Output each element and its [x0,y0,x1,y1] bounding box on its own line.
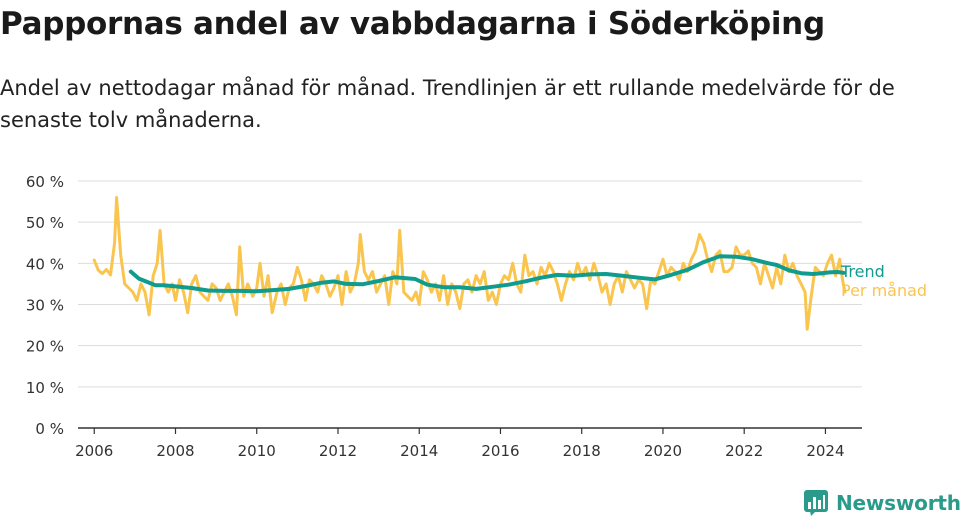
newsworthy-logo: Newsworthy [804,488,960,518]
y-tick-label: 40 % [26,255,64,273]
x-tick-label: 2012 [319,442,357,460]
bar-chart-icon [804,490,828,516]
x-tick-label: 2016 [481,442,519,460]
y-tick-label: 0 % [35,420,64,438]
x-tick-label: 2006 [75,442,113,460]
chart-title: Pappornas andel av vabbdagarna i Söderkö… [0,6,825,42]
line-chart: 0 % 10 % 20 % 30 % 40 % 50 % 60 % 2006 2008 2010 2… [26,173,927,460]
brand-name: Newsworthy [836,491,960,515]
y-tick-label: 30 % [26,297,64,315]
y-tick-label: 20 % [26,338,64,356]
x-tick-label: 2014 [400,442,438,460]
x-tick-label: 2018 [563,442,601,460]
x-tick-label: 2024 [806,442,844,460]
x-tick-label: 2020 [644,442,682,460]
trend-series-label: Trend [840,262,885,281]
x-tick-label: 2022 [725,442,763,460]
trend-line [128,254,846,294]
y-tick-label: 10 % [26,379,64,397]
monthly-series-label: Per månad [841,281,927,300]
x-tick-label: 2010 [238,442,276,460]
x-tick-label: 2008 [156,442,194,460]
chart-subtitle: Andel av nettodagar månad för månad. Tre… [0,76,895,132]
y-tick-label: 60 % [26,173,64,191]
y-tick-label: 50 % [26,214,64,232]
